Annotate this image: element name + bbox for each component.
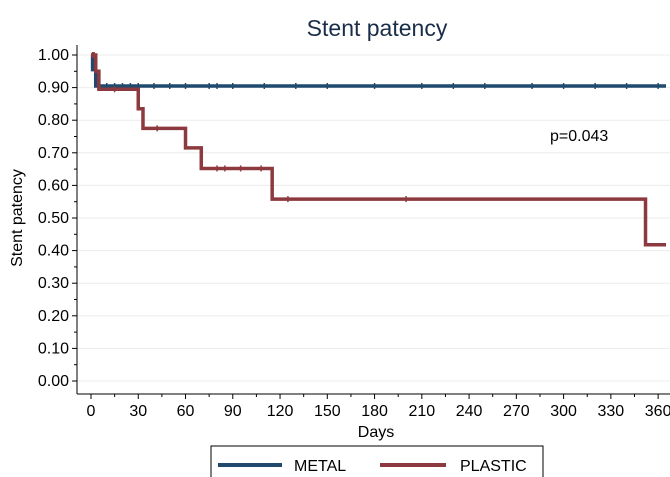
x-tick-label: 0 <box>87 403 96 420</box>
y-tick-label: 0.60 <box>38 177 69 194</box>
y-tick-label: 0.00 <box>38 373 69 390</box>
x-tick-label: 120 <box>267 403 294 420</box>
legend-box <box>210 445 544 477</box>
x-tick-label: 330 <box>598 403 625 420</box>
x-tick-label: 210 <box>408 403 435 420</box>
x-tick-label: 300 <box>550 403 577 420</box>
series-line-metal <box>90 53 666 88</box>
x-tick-label: 180 <box>361 403 388 420</box>
x-axis-label: Days <box>358 424 394 441</box>
y-tick-label: 0.40 <box>38 243 69 260</box>
y-tick-label: 0.50 <box>38 210 69 227</box>
legend: METAL PLASTIC <box>210 445 544 477</box>
series-lines <box>90 52 666 247</box>
p-value-annotation: p=0.043 <box>550 128 608 145</box>
y-tick-label: 0.90 <box>38 80 69 97</box>
y-axis-label: Stent patency <box>9 169 26 267</box>
axes: 0.00 0.10 0.20 0.30 0.40 0.50 0.60 0.70 0.80 0.90… <box>38 45 670 420</box>
legend-label-metal: METAL <box>294 458 346 475</box>
y-tick-label: 0.20 <box>38 308 69 325</box>
y-tick-label: 1.00 <box>38 47 69 64</box>
legend-label-plastic: PLASTIC <box>460 458 527 475</box>
y-tick-label: 0.80 <box>38 112 69 129</box>
y-tick-label: 0.70 <box>38 145 69 162</box>
x-tick-label: 360 <box>645 403 670 420</box>
x-tick-label: 270 <box>503 403 530 420</box>
y-tick-label: 0.10 <box>38 340 69 357</box>
x-tick-label: 90 <box>224 403 242 420</box>
grid <box>77 54 670 382</box>
x-tick-label: 240 <box>456 403 483 420</box>
series-line-plastic <box>91 53 666 247</box>
x-tick-label: 150 <box>314 403 341 420</box>
x-tick-label: 60 <box>177 403 195 420</box>
chart-title: Stent patency <box>307 15 448 41</box>
x-tick-label: 30 <box>129 403 147 420</box>
y-tick-label: 0.30 <box>38 275 69 292</box>
